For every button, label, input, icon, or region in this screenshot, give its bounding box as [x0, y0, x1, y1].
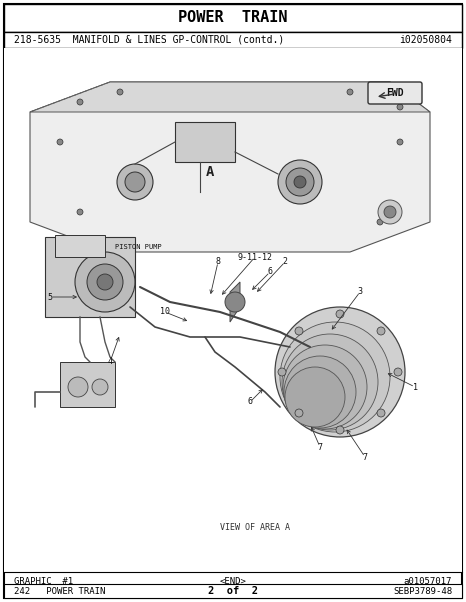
Circle shape	[92, 379, 108, 395]
Circle shape	[125, 172, 145, 192]
Circle shape	[57, 139, 63, 145]
Circle shape	[282, 334, 378, 430]
Text: VIEW OF AREA A: VIEW OF AREA A	[220, 523, 290, 532]
Bar	[55, 235, 105, 257]
Text: 3: 3	[357, 288, 363, 297]
Text: 9-11-12: 9-11-12	[238, 252, 273, 261]
Text: POWER  TRAIN: POWER TRAIN	[178, 10, 288, 25]
Text: 7: 7	[317, 442, 322, 452]
Text: 242   POWER TRAIN: 242 POWER TRAIN	[14, 586, 105, 595]
Text: 6: 6	[247, 397, 253, 406]
Circle shape	[397, 104, 403, 110]
Circle shape	[377, 219, 383, 225]
Polygon shape	[30, 82, 430, 112]
Circle shape	[75, 252, 135, 312]
Bar	[4, 4, 462, 32]
Text: FWD: FWD	[386, 88, 404, 98]
Text: 8: 8	[215, 258, 220, 267]
Text: i02050804: i02050804	[399, 35, 452, 45]
Circle shape	[284, 356, 356, 428]
Bar	[45, 237, 135, 317]
Text: a01057017: a01057017	[404, 577, 452, 586]
Circle shape	[225, 292, 245, 312]
Circle shape	[77, 209, 83, 215]
Circle shape	[347, 89, 353, 95]
Text: 1: 1	[412, 382, 418, 391]
Text: 5: 5	[48, 293, 53, 302]
Circle shape	[295, 409, 303, 417]
Circle shape	[286, 168, 314, 196]
Text: 6: 6	[267, 267, 273, 276]
Text: 4: 4	[108, 358, 112, 367]
Polygon shape	[230, 282, 240, 322]
Text: PISTON PUMP: PISTON PUMP	[115, 244, 162, 250]
Circle shape	[285, 367, 345, 427]
Circle shape	[77, 99, 83, 105]
Text: GRAPHIC  #1: GRAPHIC #1	[14, 577, 73, 586]
Text: SEBP3789-48: SEBP3789-48	[393, 586, 452, 595]
Bar	[4, 584, 462, 598]
Bar	[4, 32, 462, 48]
Polygon shape	[30, 82, 430, 252]
Text: 2  of  2: 2 of 2	[208, 586, 258, 596]
Circle shape	[68, 377, 88, 397]
Circle shape	[278, 160, 322, 204]
Text: A: A	[206, 165, 214, 179]
Bar	[4, 48, 462, 572]
Text: <END>: <END>	[219, 577, 247, 586]
Circle shape	[377, 327, 385, 335]
Circle shape	[117, 164, 153, 200]
Circle shape	[336, 310, 344, 318]
Bar	[60, 362, 115, 407]
Circle shape	[117, 89, 123, 95]
Circle shape	[336, 426, 344, 434]
Circle shape	[278, 368, 286, 376]
Circle shape	[283, 345, 367, 429]
Circle shape	[87, 264, 123, 300]
Circle shape	[97, 274, 113, 290]
Circle shape	[384, 206, 396, 218]
Circle shape	[394, 368, 402, 376]
Bar	[175, 122, 235, 162]
Text: 218-5635  MANIFOLD & LINES GP-CONTROL (contd.): 218-5635 MANIFOLD & LINES GP-CONTROL (co…	[14, 35, 284, 45]
Circle shape	[280, 322, 390, 432]
Text: 7: 7	[363, 453, 368, 462]
Circle shape	[275, 307, 405, 437]
Text: 10: 10	[160, 308, 170, 317]
Circle shape	[397, 139, 403, 145]
Text: 2: 2	[282, 258, 288, 267]
Circle shape	[377, 409, 385, 417]
Circle shape	[294, 176, 306, 188]
Circle shape	[295, 327, 303, 335]
FancyBboxPatch shape	[368, 82, 422, 104]
Circle shape	[378, 200, 402, 224]
